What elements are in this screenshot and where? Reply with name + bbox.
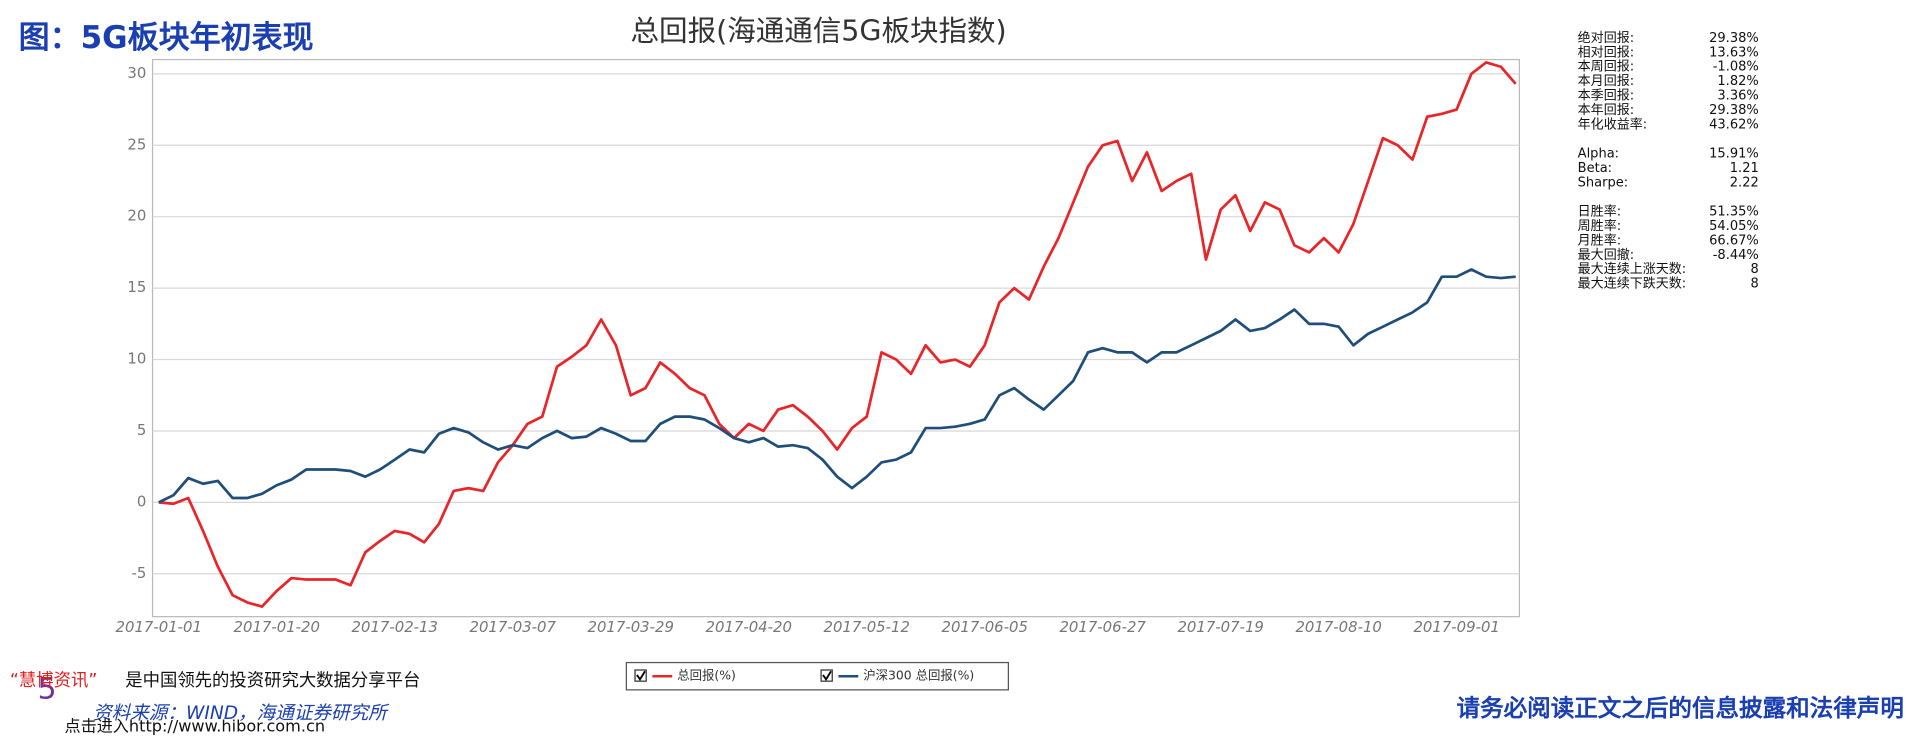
stat-value: 3.36% (1717, 89, 1758, 104)
y-tick-label: 0 (137, 492, 146, 510)
stat-label: 最大回撤: (1578, 247, 1634, 263)
y-tick-label: 5 (137, 421, 146, 439)
x-tick-label: 2017-05-12 (823, 618, 909, 636)
stat-value: 8 (1750, 262, 1758, 277)
x-tick-label: 2017-08-10 (1295, 618, 1381, 636)
x-tick-label: 2017-07-19 (1177, 618, 1263, 636)
stat-label: Beta: (1578, 161, 1612, 176)
stat-value: 1.21 (1730, 161, 1759, 176)
stat-label: Alpha: (1578, 147, 1619, 162)
stat-value: 29.38% (1709, 103, 1759, 118)
stat-label: 周胜率: (1578, 218, 1621, 234)
y-tick-label: 30 (127, 64, 146, 82)
stat-label: 最大连续下跌天数: (1578, 276, 1686, 292)
x-tick-label: 2017-02-13 (352, 618, 438, 636)
y-tick-label: 20 (127, 207, 146, 225)
link[interactable]: 点击进入http://www.hibor.com.cn (64, 717, 325, 736)
stat-label: 本年回报: (1578, 103, 1634, 118)
series-line (158, 61, 1517, 608)
legend-checkbox (820, 669, 833, 682)
disclaimer: 请务必阅读正文之后的信息披露和法律声明 (1457, 694, 1904, 722)
stat-value: 15.91% (1709, 147, 1759, 162)
y-tick-label: 15 (127, 278, 146, 296)
legend-checkbox (634, 669, 647, 682)
stat-label: 本月回报: (1578, 74, 1634, 89)
x-tick-label: 2017-06-27 (1059, 618, 1146, 636)
y-tick-label: 25 (127, 135, 146, 153)
x-tick-label: 2017-06-05 (941, 618, 1027, 636)
chart-title: 总回报(海通通信5G板块指数) (631, 14, 1007, 47)
brand: “慧博资讯” (10, 671, 97, 691)
stat-label: 日胜率: (1578, 204, 1621, 220)
x-tick-label: 2017-03-07 (470, 618, 557, 636)
stat-value: 54.05% (1709, 219, 1759, 234)
x-tick-label: 2017-09-01 (1413, 618, 1499, 636)
stat-label: 年化收益率: (1578, 116, 1647, 132)
stat-value: 29.38% (1709, 31, 1759, 46)
slogan: 是中国领先的投资研究大数据分享平台 (125, 671, 420, 691)
stat-value: 2.22 (1730, 175, 1759, 190)
stat-value: 43.62% (1709, 117, 1759, 132)
stat-label: 绝对回报: (1578, 30, 1634, 46)
stat-value: 13.63% (1709, 45, 1759, 60)
x-tick-label: 2017-01-01 (116, 618, 202, 636)
series-line (158, 268, 1516, 504)
y-tick-label: -5 (132, 564, 147, 582)
legend-box (625, 661, 1009, 691)
x-tick-label: 2017-04-20 (705, 618, 791, 636)
stat-value: 1.82% (1717, 74, 1758, 89)
x-tick-label: 2017-03-29 (588, 618, 674, 636)
stat-label: 最大连续上涨天数: (1578, 261, 1686, 277)
legend-check (636, 670, 646, 681)
stat-value: 8 (1750, 277, 1758, 292)
stat-value: 66.67% (1709, 233, 1759, 248)
stat-value: 51.35% (1709, 205, 1759, 220)
stat-label: Sharpe: (1578, 175, 1628, 190)
plot-frame (151, 58, 1520, 618)
stat-label: 月胜率: (1578, 232, 1621, 248)
header-title: 图：5G板块年初表现 (19, 20, 314, 56)
stat-label: 本周回报: (1578, 60, 1634, 75)
stat-label: 相对回报: (1578, 45, 1634, 60)
legend-label: 总回报(%) (677, 668, 736, 683)
stat-label: 本季回报: (1578, 89, 1634, 104)
stat-value: -8.44% (1713, 248, 1759, 263)
stat-value: -1.08% (1713, 60, 1759, 75)
legend-check (822, 670, 832, 681)
source: 资料来源：WIND，海通证券研究所 (93, 703, 390, 724)
x-tick-label: 2017-01-20 (234, 618, 320, 636)
y-tick-label: 10 (127, 350, 146, 368)
legend-label: 沪深300 总回报(%) (863, 668, 974, 683)
page-number: 5 (38, 671, 57, 706)
